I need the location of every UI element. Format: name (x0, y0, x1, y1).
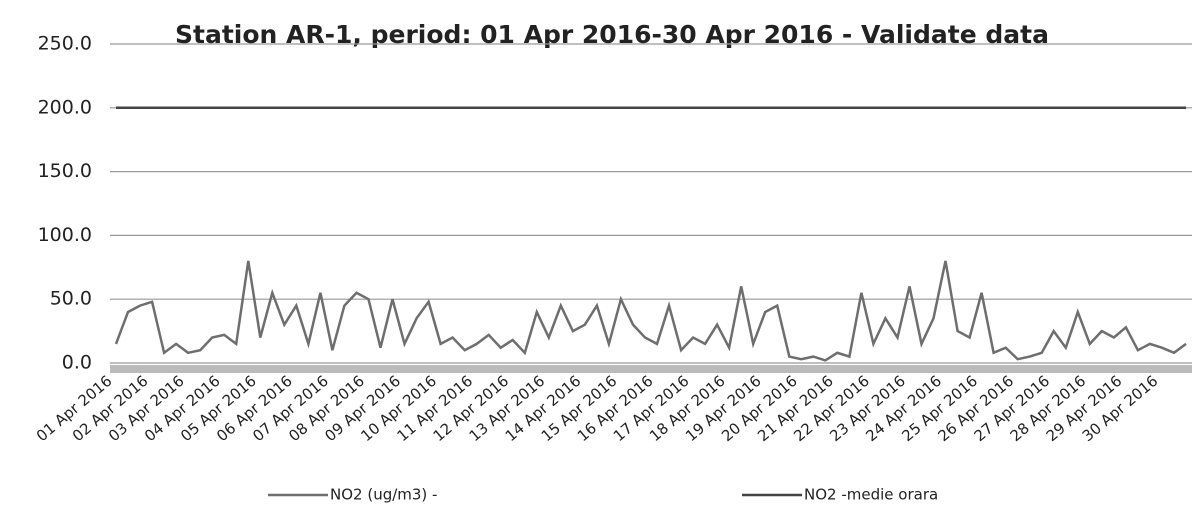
legend-label: NO2 -medie orara (804, 486, 938, 504)
chart-title: Station AR-1, period: 01 Apr 2016-30 Apr… (175, 20, 1049, 49)
y-tick-label: 50.0 (50, 288, 92, 310)
data-line (114, 260, 1187, 362)
y-tick-label: 200.0 (38, 96, 92, 118)
y-tick-label: 100.0 (38, 224, 92, 246)
legend-item: NO2 -medie orara (742, 486, 938, 504)
y-tick-label: 150.0 (38, 160, 92, 182)
legend-label: NO2 (ug/m3) - (330, 486, 437, 504)
y-tick-label: 0.0 (62, 352, 92, 374)
y-tick-label: 250.0 (38, 33, 92, 55)
x-axis (110, 365, 1192, 373)
legend-item: NO2 (ug/m3) - (268, 486, 437, 504)
